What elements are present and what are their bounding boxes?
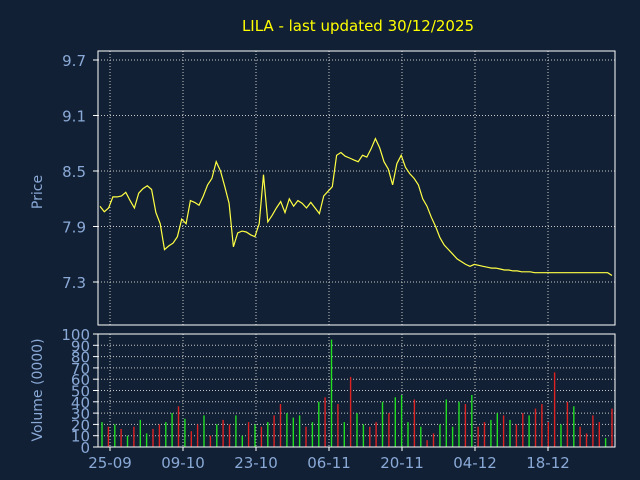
volume-bars [101,339,613,447]
price-tick-label: 7.9 [62,219,86,237]
price-tick-label: 7.3 [62,274,86,292]
volume-tick-label: 90 [71,337,90,355]
price-series-line [99,137,613,277]
date-tick-label: 20-11 [380,454,424,472]
volume-axis-label: Volume (0000) [30,338,46,441]
date-tick-label: 04-12 [453,454,497,472]
price-grid [98,51,615,325]
price-axis-label: Price [30,175,46,209]
volume-tick-label: 60 [71,371,90,389]
price-tick-label: 9.1 [62,108,86,126]
date-tick-label: 06-11 [307,454,351,472]
price-panel: 9.7 9.1 8.5 7.9 7.3 Price [30,50,616,326]
date-tick-label: 25-09 [88,454,132,472]
date-tick-label: 18-12 [526,454,570,472]
date-tick-label: 09-10 [161,454,205,472]
volume-tick-label: 50 [71,383,90,401]
price-tick-label: 9.7 [62,52,86,70]
volume-tick-label: 70 [71,360,90,378]
chart-title: LILA - last updated 30/12/2025 [242,17,474,35]
volume-tick-label: 100 [61,326,90,344]
volume-tick-label: 40 [71,394,90,412]
price-yaxis: 9.7 9.1 8.5 7.9 7.3 [62,52,98,292]
date-axis: 25-09 09-10 23-10 06-11 20-11 04-12 18-12 [88,447,570,472]
price-tick-label: 8.5 [62,163,86,181]
date-tick-label: 23-10 [234,454,278,472]
price-frame [97,50,616,326]
volume-tick-label: 10 [71,428,90,446]
volume-tick-label: 0 [80,439,90,457]
volume-tick-label: 20 [71,416,90,434]
volume-tick-label: 80 [71,349,90,367]
volume-tick-label: 30 [71,405,90,423]
